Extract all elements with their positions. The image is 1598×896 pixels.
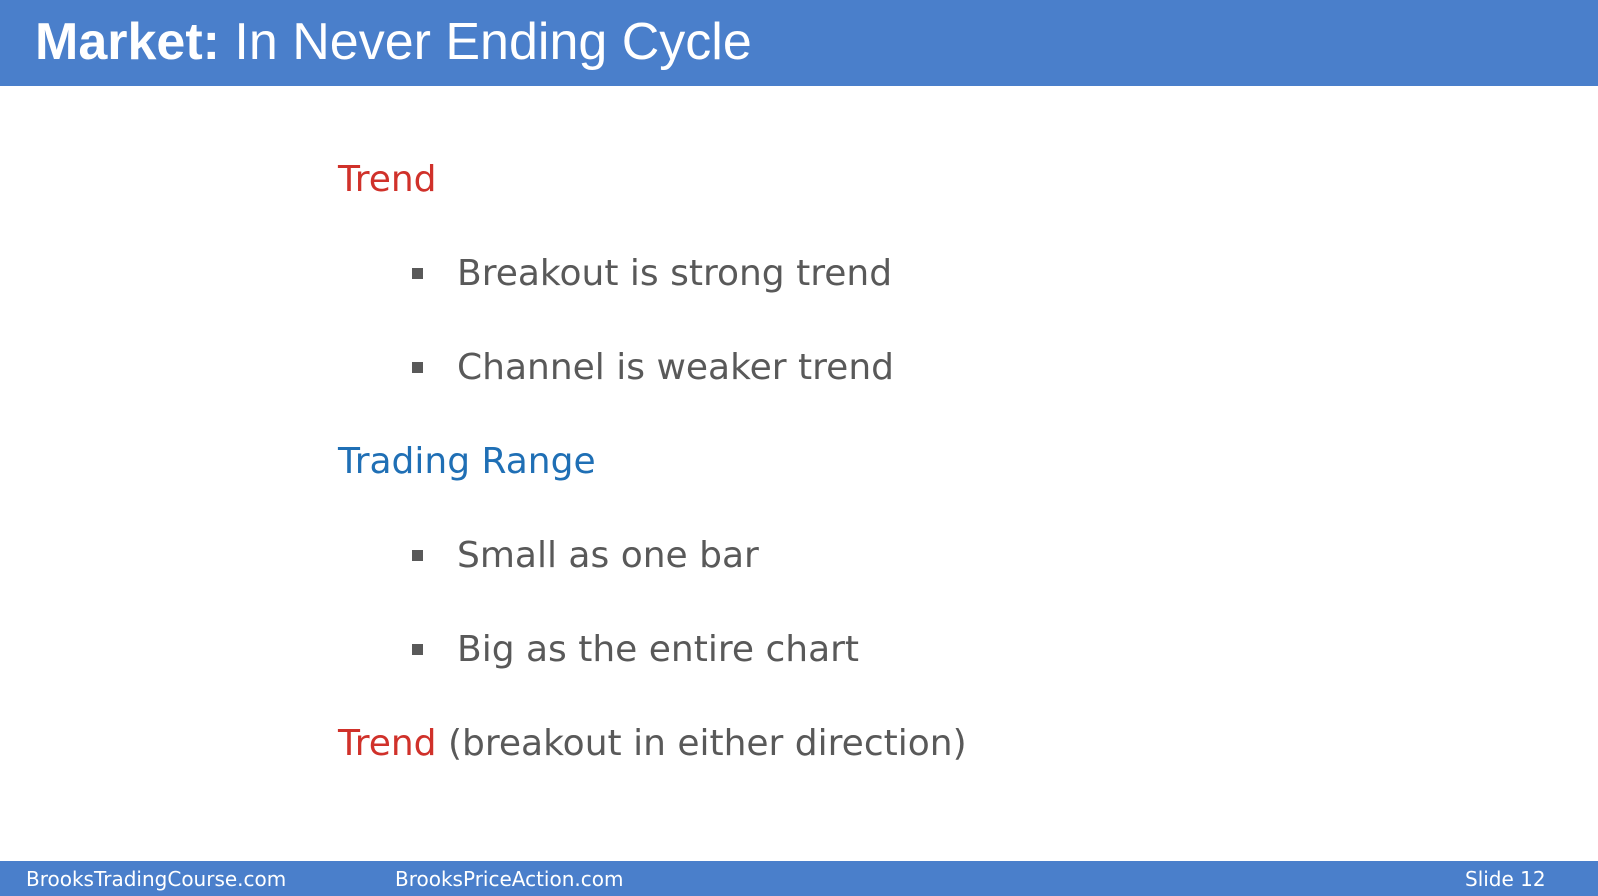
bullet-small: Small as one bar: [457, 535, 759, 576]
footer-site-link-2: BrooksPriceAction.com: [395, 867, 624, 891]
slide-title-bold: Market:: [35, 13, 220, 71]
heading-trend-suffix: (breakout in either direction): [447, 723, 967, 764]
footer-site-link-1: BrooksTradingCourse.com: [26, 867, 287, 891]
heading-trend-again: Trend: [338, 723, 437, 764]
heading-trend: Trend: [338, 159, 437, 200]
bullet-square-icon: [412, 362, 423, 373]
bullet-channel: Channel is weaker trend: [457, 347, 894, 388]
slide-label: Slide: [1465, 867, 1514, 891]
heading-trading-range: Trading Range: [338, 441, 596, 482]
bullet-square-icon: [412, 550, 423, 561]
slide-footer-bar: BrooksTradingCourse.com BrooksPriceActio…: [0, 861, 1598, 896]
slide-number-indicator: Slide 12: [1465, 867, 1546, 891]
bullet-big: Big as the entire chart: [457, 629, 860, 670]
slide-header-bar: Market: In Never Ending Cycle: [0, 0, 1598, 86]
slide-title-rest: In Never Ending Cycle: [234, 13, 752, 71]
bullet-square-icon: [412, 268, 423, 279]
slide-title: Market: In Never Ending Cycle: [35, 10, 752, 74]
bullet-breakout: Breakout is strong trend: [457, 253, 893, 294]
bullet-square-icon: [412, 644, 423, 655]
heading-trend-breakout: Trend (breakout in either direction): [338, 722, 967, 766]
slide-number: 12: [1520, 867, 1546, 891]
